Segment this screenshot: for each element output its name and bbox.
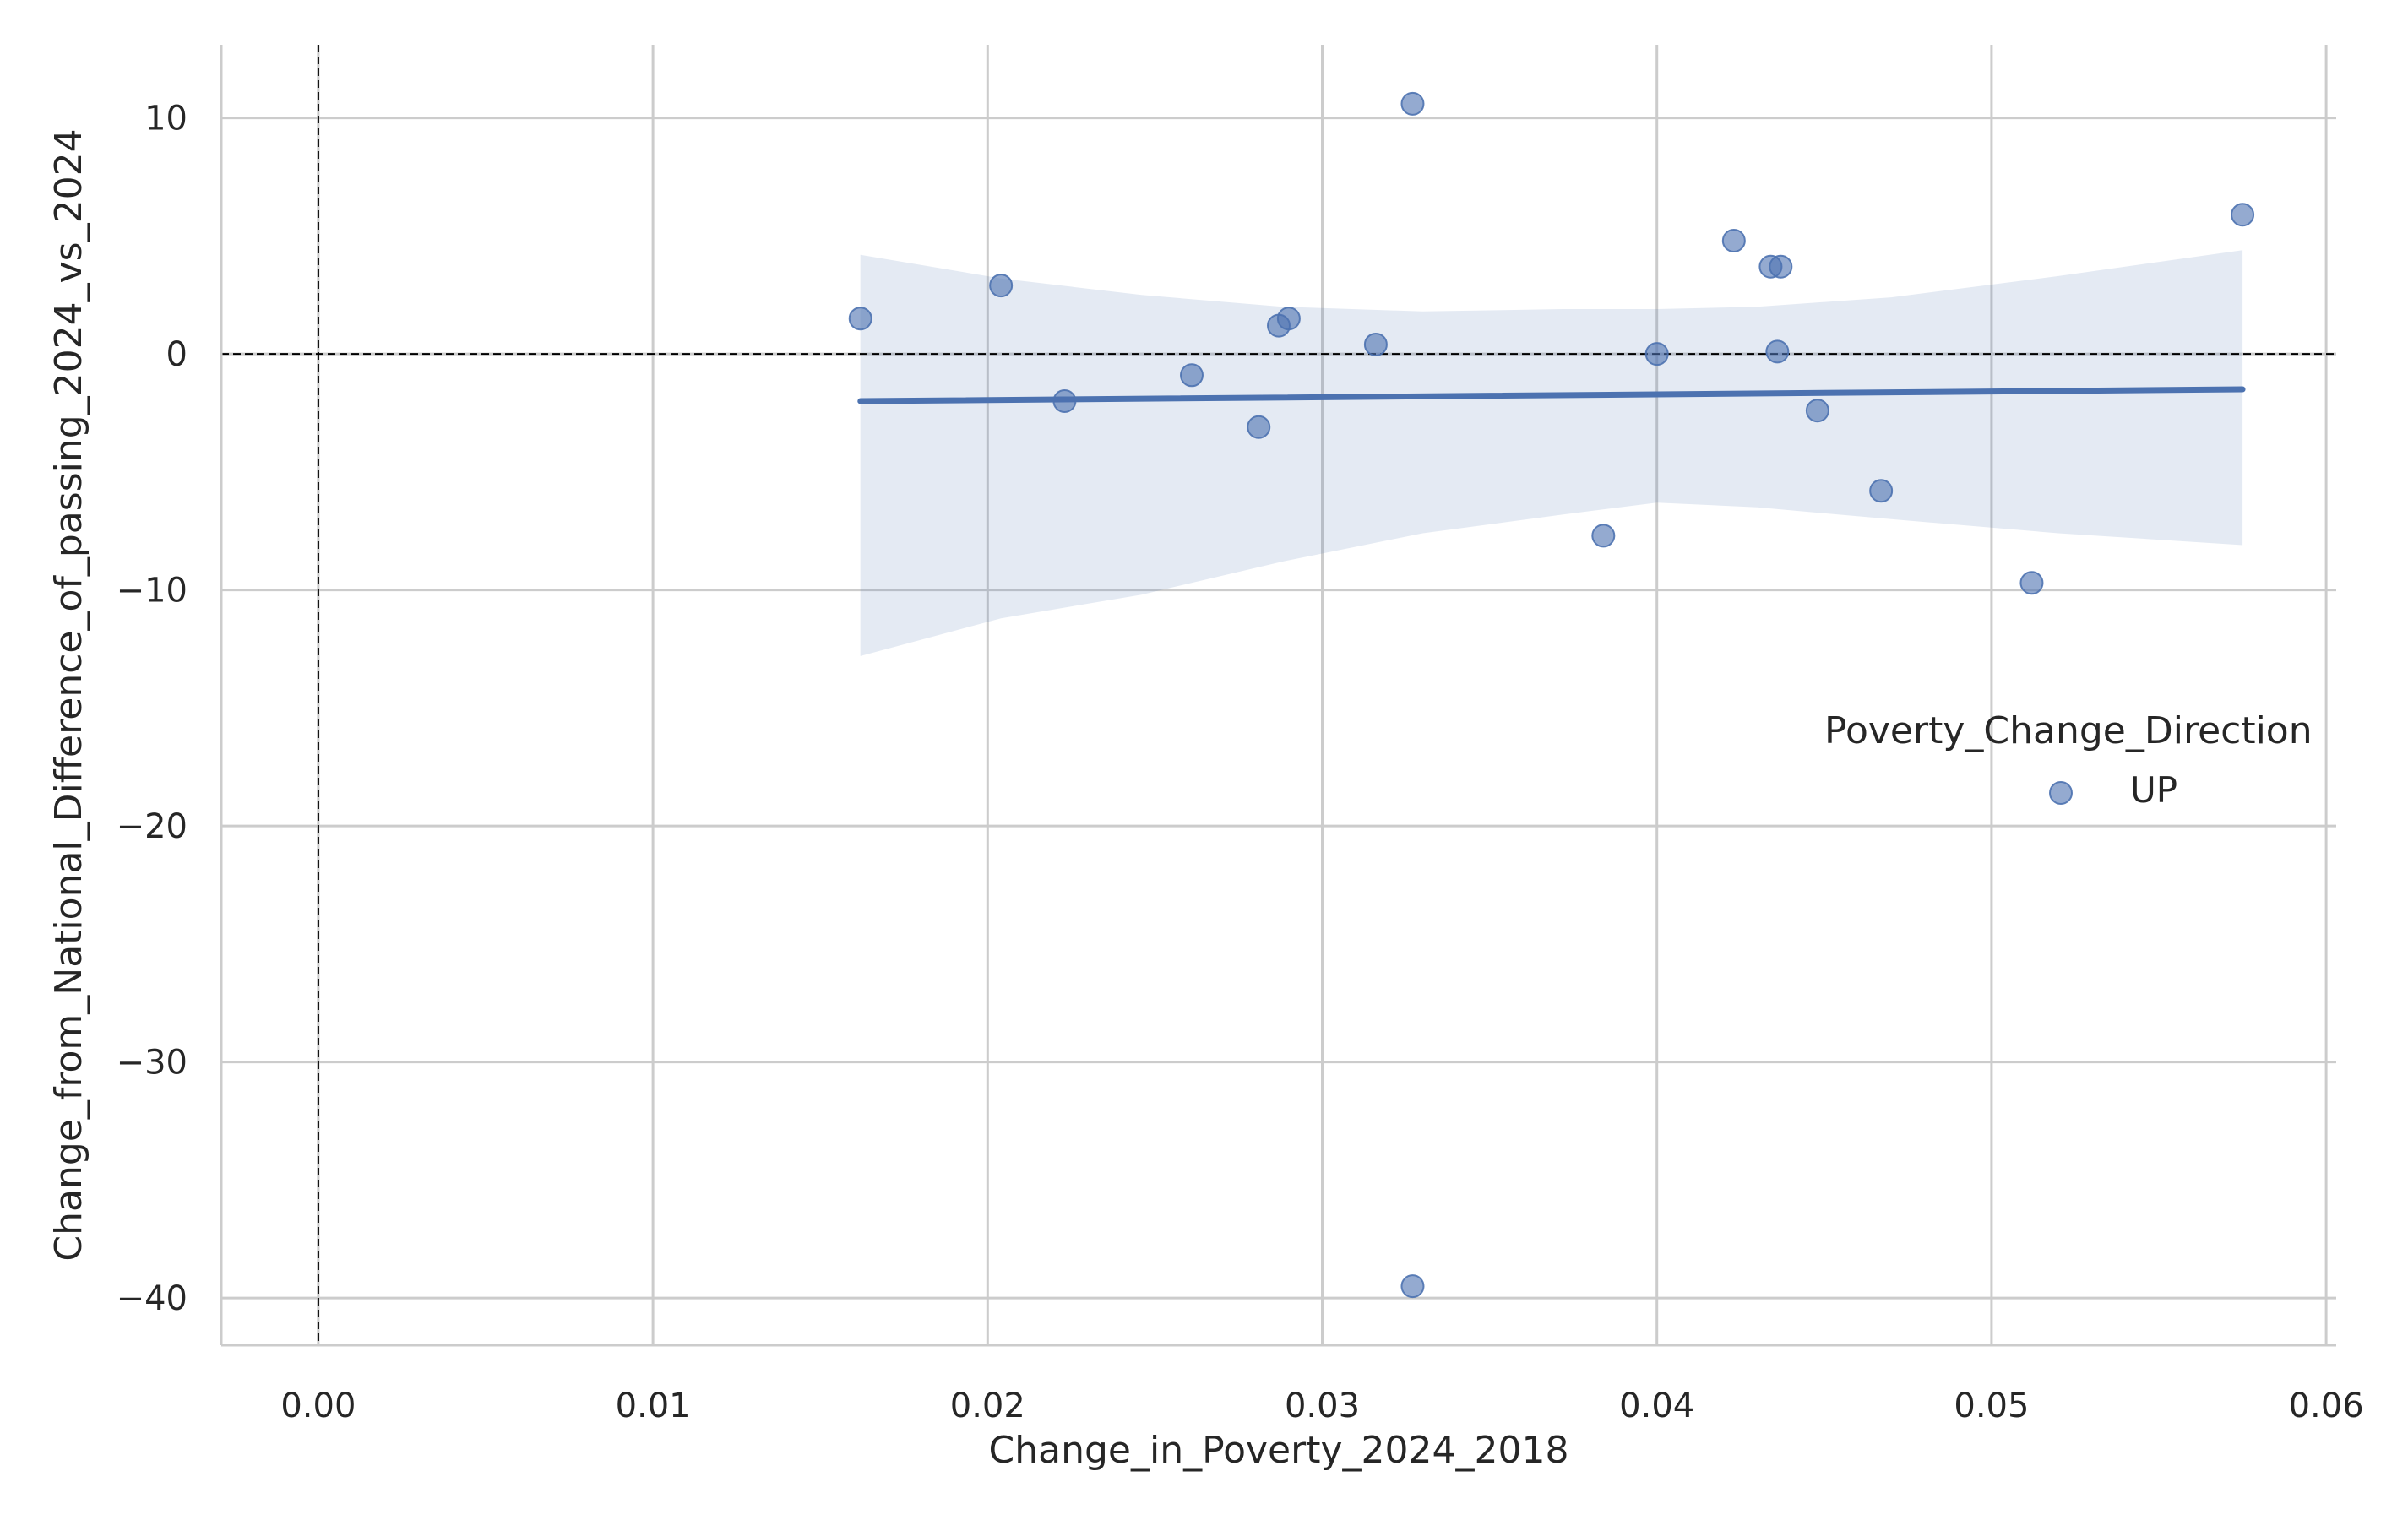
data-point	[1721, 228, 1746, 252]
legend-marker-up	[2049, 781, 2073, 805]
legend-label-up: UP	[2130, 769, 2177, 811]
data-point	[989, 274, 1014, 298]
reference-lines-layer	[221, 45, 2336, 1345]
data-point	[1765, 339, 1790, 364]
y-tick-label: −40	[117, 1279, 188, 1318]
x-tick-label: 0.06	[2289, 1387, 2364, 1425]
x-tick-label: 0.03	[1285, 1387, 1360, 1425]
axes-layer	[220, 45, 2336, 1347]
y-tick-label: −30	[117, 1044, 188, 1083]
y-tick-label: −10	[117, 572, 188, 611]
y-tick-label: 0	[166, 335, 188, 374]
x-tick-label: 0.04	[1619, 1387, 1694, 1425]
x-axis-label: Change_in_Poverty_2024_2018	[989, 1429, 1569, 1472]
y-tick-label: −20	[117, 807, 188, 846]
data-point	[2019, 571, 2044, 595]
regression-line	[857, 386, 2246, 404]
x-tick-label: 0.00	[280, 1387, 356, 1425]
x-tick-labels: 0.00 0.01 0.02 0.03 0.04 0.05 0.06	[280, 1387, 2363, 1425]
regression-layer	[857, 386, 2246, 404]
legend: Poverty_Change_Direction UP	[1824, 709, 2313, 811]
data-point	[1276, 307, 1301, 331]
x-tick-label: 0.02	[950, 1387, 1025, 1425]
data-point	[1052, 389, 1077, 414]
data-point	[1591, 524, 1616, 548]
data-point	[2231, 203, 2255, 227]
confidence-band	[860, 250, 2243, 656]
data-point	[1769, 254, 1793, 279]
legend-title: Poverty_Change_Direction	[1824, 709, 2313, 752]
grid-layer	[221, 45, 2336, 1345]
x-tick-label: 0.01	[616, 1387, 691, 1425]
data-point	[1400, 1274, 1425, 1299]
y-axis-label: Change_from_National_Difference_of_passi…	[47, 128, 90, 1261]
confidence-band-layer	[860, 250, 2243, 656]
data-point	[1179, 363, 1204, 388]
x-tick-label: 0.05	[1954, 1387, 2029, 1425]
data-point	[1363, 332, 1388, 356]
data-point	[848, 307, 872, 331]
y-tick-labels: 10 0 −10 −20 −30 −40	[117, 100, 188, 1318]
data-point	[1400, 91, 1425, 116]
data-point	[1247, 415, 1271, 439]
data-point	[1805, 399, 1829, 423]
data-point	[1644, 342, 1669, 366]
y-tick-label: 10	[144, 100, 188, 138]
data-point	[1869, 479, 1894, 503]
points-layer	[848, 91, 2255, 1299]
